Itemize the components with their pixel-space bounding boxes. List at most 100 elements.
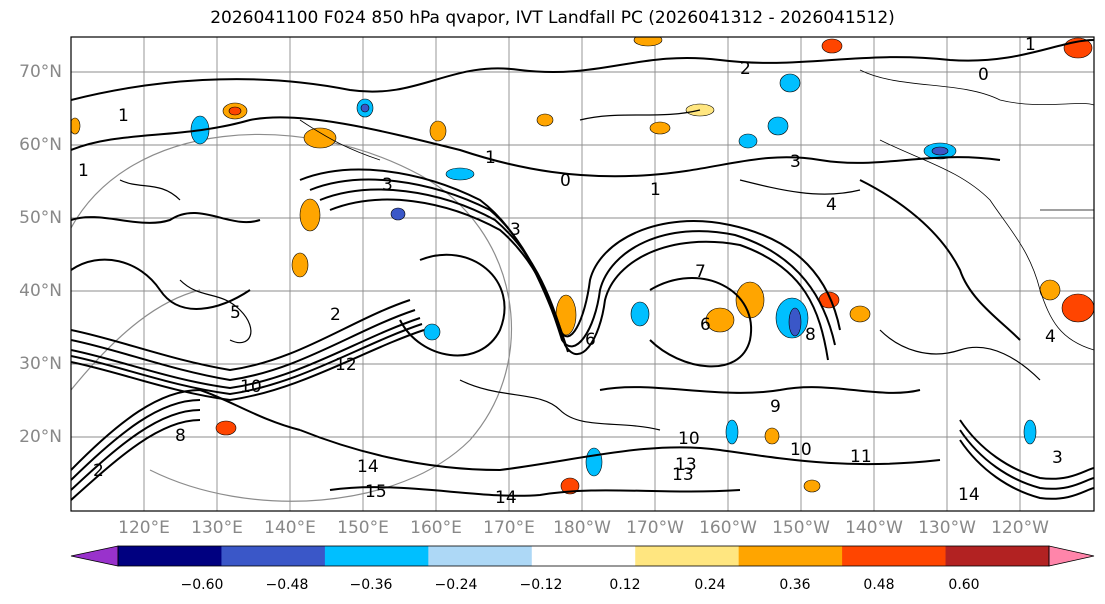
lon-label: 130°E bbox=[191, 518, 243, 538]
contour-label: 10 bbox=[790, 440, 812, 460]
contour-label: 3 bbox=[510, 220, 521, 240]
contour-label: 6 bbox=[585, 330, 596, 350]
chart-title: 2026041100 F024 850 hPa qvapor, IVT Land… bbox=[210, 8, 895, 28]
lon-label: 160°E bbox=[410, 518, 462, 538]
anomaly-blob bbox=[390, 207, 406, 221]
contour-label: 10 bbox=[240, 377, 262, 397]
anomaly-blob bbox=[215, 420, 237, 436]
contour-label: 1 bbox=[118, 106, 129, 126]
anomaly-blob bbox=[788, 307, 802, 337]
contour-label: 3 bbox=[382, 175, 393, 195]
anomaly-blob bbox=[764, 427, 780, 445]
coastlines bbox=[299, 69, 1094, 351]
ivt-contours-thin bbox=[119, 109, 1041, 431]
lon-label: 170°E bbox=[483, 518, 535, 538]
anomaly-blob bbox=[71, 117, 81, 135]
contour-label: 13 bbox=[675, 455, 697, 475]
lon-label: 140°E bbox=[264, 518, 316, 538]
anomaly-blob bbox=[767, 116, 789, 136]
contour-label: 3 bbox=[1052, 448, 1063, 468]
lat-label: 30°N bbox=[19, 354, 62, 374]
anomaly-blob bbox=[303, 127, 337, 149]
lon-label: 160°W bbox=[699, 518, 757, 538]
contour-label: 11 bbox=[850, 447, 872, 467]
contour-label: 9 bbox=[770, 397, 781, 417]
contour-label: 12 bbox=[335, 355, 357, 375]
contour-label: 2 bbox=[330, 305, 341, 325]
anomaly-blob bbox=[360, 103, 370, 113]
contour-label: 10 bbox=[678, 429, 700, 449]
colorbar-tick: −0.12 bbox=[519, 577, 563, 593]
anomaly-blob bbox=[536, 113, 554, 127]
lat-label: 20°N bbox=[19, 427, 62, 447]
colorbar-tick: 0.24 bbox=[694, 577, 726, 593]
contour-label: 1 bbox=[485, 148, 496, 168]
contour-label: 2 bbox=[740, 59, 751, 79]
contour-label: 3 bbox=[790, 152, 801, 172]
anomaly-blob bbox=[725, 419, 739, 445]
anomaly-blob bbox=[931, 146, 949, 156]
anomaly-blob bbox=[299, 198, 321, 232]
colorbar-tick: −0.48 bbox=[265, 577, 309, 593]
anomaly-blob bbox=[585, 447, 603, 477]
contour-label: 8 bbox=[175, 426, 186, 446]
contour-label: 5 bbox=[230, 303, 241, 323]
contour-label: 13 bbox=[672, 465, 694, 485]
lon-label: 120°W bbox=[991, 518, 1049, 538]
anomaly-blob bbox=[429, 120, 447, 142]
contour-label: 4 bbox=[826, 195, 837, 215]
contour-label: 15 bbox=[365, 482, 387, 502]
lon-label: 170°W bbox=[626, 518, 684, 538]
anomaly-blob bbox=[1023, 419, 1037, 445]
colorbar-tick: −0.36 bbox=[349, 577, 393, 593]
contour-label: 8 bbox=[805, 325, 816, 345]
anomaly-blob bbox=[705, 307, 735, 333]
contour-label: 2 bbox=[93, 461, 104, 481]
lon-label: 130°W bbox=[918, 518, 976, 538]
lat-label: 50°N bbox=[19, 208, 62, 228]
contour-label: 6 bbox=[700, 315, 711, 335]
contour-label: 14 bbox=[958, 485, 980, 505]
colorbar-tick: −0.24 bbox=[434, 577, 478, 593]
lon-label: 150°W bbox=[772, 518, 830, 538]
ivt-contours bbox=[71, 39, 1094, 501]
contour-label: 7 bbox=[695, 262, 706, 282]
anomaly-blob bbox=[1039, 279, 1061, 301]
anomaly-blob bbox=[445, 167, 475, 181]
anomaly-blob bbox=[423, 323, 441, 341]
anomaly-blob bbox=[738, 133, 758, 149]
anomaly-blob bbox=[1061, 293, 1094, 323]
contour-label: 0 bbox=[560, 171, 571, 191]
colorbar-tick: 0.36 bbox=[779, 577, 811, 593]
lon-label: 140°W bbox=[845, 518, 903, 538]
anomaly-blob bbox=[228, 106, 242, 116]
lat-label: 40°N bbox=[19, 281, 62, 301]
colorbar-tick: 0.60 bbox=[948, 577, 980, 593]
lat-label: 60°N bbox=[19, 135, 62, 155]
contour-label: 4 bbox=[1045, 327, 1056, 347]
anomaly-blob bbox=[821, 38, 843, 54]
anomaly-blob bbox=[779, 73, 801, 93]
map-frame bbox=[70, 36, 1095, 512]
colorbar-tick: 0.12 bbox=[609, 577, 641, 593]
colorbar-tick: −0.60 bbox=[180, 577, 224, 593]
anomaly-blob bbox=[560, 477, 580, 495]
lon-label: 150°E bbox=[337, 518, 389, 538]
lat-label: 70°N bbox=[19, 62, 62, 82]
contour-label: 0 bbox=[978, 65, 989, 85]
anomaly-blob bbox=[630, 301, 650, 327]
contour-label: 1 bbox=[650, 180, 661, 200]
anomaly-blob bbox=[803, 479, 821, 493]
lon-label: 120°E bbox=[118, 518, 170, 538]
colorbar-tick: 0.48 bbox=[863, 577, 895, 593]
anomaly-blob bbox=[633, 37, 663, 47]
contour-label: 14 bbox=[495, 488, 517, 508]
contour-label: 14 bbox=[357, 457, 379, 477]
contour-label: 1 bbox=[78, 161, 89, 181]
contour-label: 1 bbox=[1025, 35, 1036, 55]
map-layer bbox=[71, 37, 1094, 511]
anomaly-blob bbox=[849, 305, 871, 323]
great-circle-ring bbox=[71, 133, 512, 502]
